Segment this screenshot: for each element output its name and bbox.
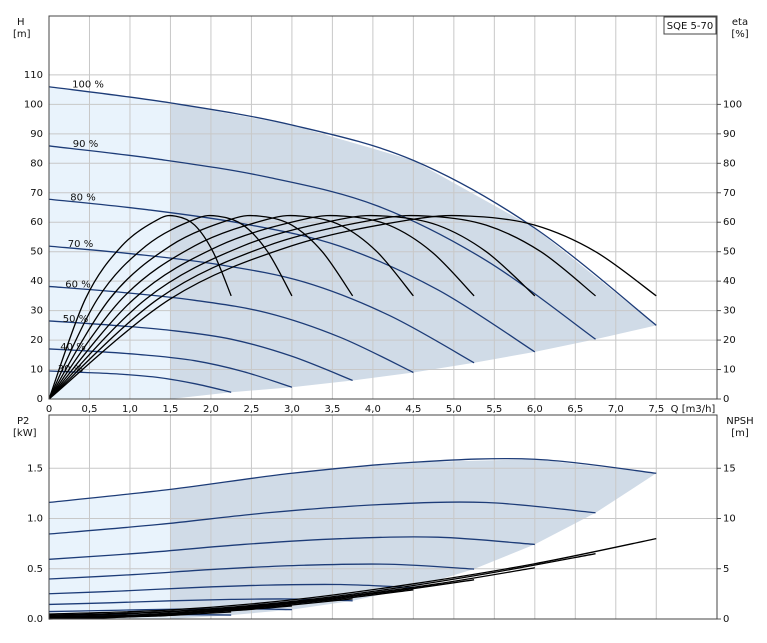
x-tick-label: 7,0 bbox=[608, 404, 624, 415]
plot-frame bbox=[48, 15, 718, 400]
y2-tick-label: 20 bbox=[723, 335, 736, 346]
curve bbox=[48, 457, 657, 504]
x-tick-label: 0 bbox=[46, 404, 52, 415]
y-tick-label: 10 bbox=[30, 365, 43, 376]
y2-tick-label: 10 bbox=[723, 514, 736, 525]
y2-tick-label: 80 bbox=[723, 158, 736, 169]
curve bbox=[48, 583, 414, 595]
title-box bbox=[663, 16, 717, 35]
y-tick-label: 80 bbox=[30, 158, 43, 169]
y-axis-unit: [m] bbox=[13, 29, 31, 40]
y2-tick-label: 5 bbox=[723, 564, 729, 575]
x-tick-label: 7,5 bbox=[648, 404, 664, 415]
plot: 0 0,5 1,0 1,5 2,0 2,5 3,0 3,5 4,0 4,5 5,0 5,5 6,0 6,5… bbox=[13, 15, 749, 415]
y-tick-label: 90 bbox=[30, 129, 43, 140]
curve bbox=[48, 145, 596, 340]
x-tick-label: 5,0 bbox=[446, 404, 462, 415]
x-tick-label: 0,5 bbox=[82, 404, 98, 415]
curve-label: 80 % bbox=[70, 192, 95, 203]
curve-label: 100 % bbox=[72, 80, 104, 91]
curve bbox=[48, 214, 232, 400]
y-tick-label: 30 bbox=[30, 306, 43, 317]
curve bbox=[48, 370, 232, 393]
x-tick-label: 4,0 bbox=[365, 404, 381, 415]
y2-tick-label: 100 bbox=[723, 99, 742, 110]
curve bbox=[48, 214, 475, 400]
x-tick-label: 1,5 bbox=[163, 404, 179, 415]
y2-tick-label: 40 bbox=[723, 276, 736, 287]
plot-frame bbox=[48, 414, 718, 620]
curve bbox=[48, 86, 657, 326]
x-tick-label: 3,0 bbox=[284, 404, 300, 415]
y-tick-label: 0.5 bbox=[27, 564, 43, 575]
y-tick-label: 20 bbox=[30, 335, 43, 346]
curve bbox=[48, 320, 353, 382]
x-tick-label: 4,5 bbox=[405, 404, 421, 415]
chart-title: SQE 5-70 bbox=[667, 21, 713, 32]
y-tick-label: 0.0 bbox=[27, 614, 43, 625]
curve-label: 30 % bbox=[58, 364, 83, 375]
y-tick-label: 1.0 bbox=[27, 514, 43, 525]
y2-tick-label: 60 bbox=[723, 217, 736, 228]
x-tick-label: 3,5 bbox=[324, 404, 340, 415]
y2-axis-unit: [%] bbox=[731, 29, 748, 40]
y-tick-label: 100 bbox=[24, 99, 43, 110]
low-flow-region bbox=[49, 489, 171, 619]
curve bbox=[48, 214, 414, 400]
y2-tick-label: 10 bbox=[723, 365, 736, 376]
y2-tick-label: 15 bbox=[723, 463, 736, 474]
curve-label: 90 % bbox=[73, 139, 98, 150]
y-tick-label: 60 bbox=[30, 217, 43, 228]
y2-tick-label: 0 bbox=[723, 614, 729, 625]
y2-tick-label: 90 bbox=[723, 129, 736, 140]
y-tick-label: 70 bbox=[30, 188, 43, 199]
y-axis-unit: [kW] bbox=[13, 428, 37, 439]
y2-tick-label: 30 bbox=[723, 306, 736, 317]
y2-tick-label: 70 bbox=[723, 188, 736, 199]
curve-label: 50 % bbox=[63, 314, 88, 325]
curve bbox=[48, 563, 475, 580]
y-tick-label: 110 bbox=[24, 70, 43, 81]
y-axis-label: H bbox=[17, 17, 25, 28]
curve-label: 70 % bbox=[68, 239, 93, 250]
y2-axis-label: NPSH bbox=[726, 416, 753, 427]
curve bbox=[48, 214, 354, 400]
x-axis-label: Q [m3/h] bbox=[671, 404, 716, 415]
curve bbox=[48, 214, 293, 400]
plot: 0.0 0.5 1.0 1.5 0 5 10 15 P2[kW] NPSH[m] bbox=[13, 414, 754, 625]
curve bbox=[48, 245, 475, 364]
curve bbox=[48, 611, 232, 620]
y2-tick-label: 0 bbox=[723, 394, 729, 405]
x-tick-label: 5,5 bbox=[486, 404, 502, 415]
curve bbox=[48, 214, 536, 400]
y2-tick-label: 50 bbox=[723, 247, 736, 258]
x-tick-label: 2,5 bbox=[243, 404, 259, 415]
curve bbox=[48, 214, 596, 400]
x-tick-label: 6,0 bbox=[527, 404, 543, 415]
x-tick-label: 1,0 bbox=[122, 404, 138, 415]
curve bbox=[48, 567, 535, 617]
y-tick-label: 50 bbox=[30, 247, 43, 258]
curve bbox=[48, 501, 596, 535]
y-tick-label: 0 bbox=[37, 394, 43, 405]
y-axis-label: P2 bbox=[17, 416, 29, 427]
curve-label: 60 % bbox=[65, 279, 90, 290]
x-tick-label: 6,5 bbox=[567, 404, 583, 415]
x-tick-label: 2,0 bbox=[203, 404, 219, 415]
y-tick-label: 1.5 bbox=[27, 463, 43, 474]
curve bbox=[48, 536, 535, 560]
y2-axis-unit: [m] bbox=[731, 428, 749, 439]
curve bbox=[48, 537, 657, 615]
y-tick-label: 40 bbox=[30, 276, 43, 287]
y2-axis-label: eta bbox=[732, 17, 748, 28]
